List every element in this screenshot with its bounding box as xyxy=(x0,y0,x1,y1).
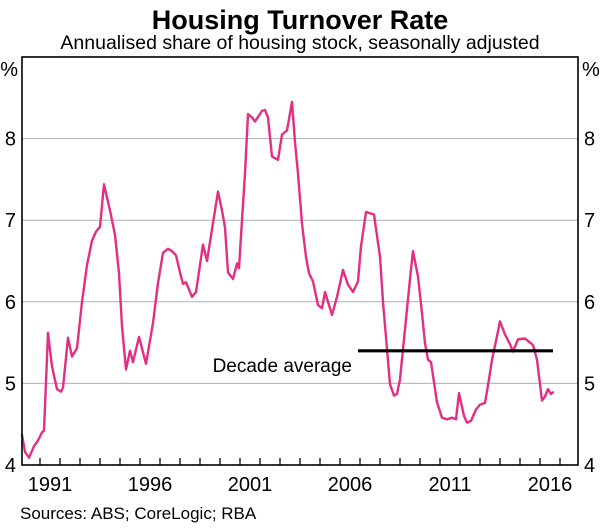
x-axis-labels: 1991 1996 2001 2006 2011 2016 xyxy=(28,474,573,496)
x-axis-label-2006: 2006 xyxy=(328,474,373,496)
y-axis-label-right-6: 6 xyxy=(584,292,595,314)
decade-average-label: Decade average xyxy=(213,356,352,377)
y-axis-unit-left: % xyxy=(0,59,18,81)
y-axis-label-right-8: 8 xyxy=(584,129,595,151)
y-axis-label-right-4: 4 xyxy=(584,455,595,477)
y-axis-labels-right: 4 5 6 7 8 xyxy=(584,129,595,477)
y-axis-label-left-7: 7 xyxy=(5,210,16,232)
y-axis-label-left-4: 4 xyxy=(5,455,16,477)
y-axis-label-left-8: 8 xyxy=(5,129,16,151)
y-axis-unit-right: % xyxy=(582,59,600,81)
y-axis-label-right-7: 7 xyxy=(584,210,595,232)
x-axis-ticks xyxy=(39,458,561,465)
gridlines xyxy=(22,138,578,384)
y-axis-label-left-5: 5 xyxy=(5,373,16,395)
plot-frame xyxy=(21,56,579,466)
chart-subtitle: Annualised share of housing stock, seaso… xyxy=(60,32,539,54)
y-axis-label-left-6: 6 xyxy=(5,292,16,314)
x-axis-label-2011: 2011 xyxy=(428,474,471,496)
y-axis-label-right-5: 5 xyxy=(584,373,595,395)
x-axis-label-2001: 2001 xyxy=(228,474,273,496)
sources-note: Sources: ABS; CoreLogic; RBA xyxy=(20,504,257,523)
x-axis-label-1996: 1996 xyxy=(128,474,173,496)
turnover-rate-line xyxy=(20,100,555,459)
x-axis-label-1991: 1991 xyxy=(28,474,73,496)
y-axis-labels-left: 4 5 6 7 8 xyxy=(5,129,16,477)
x-axis-label-2016: 2016 xyxy=(528,474,573,496)
chart-title: Housing Turnover Rate xyxy=(152,5,449,35)
